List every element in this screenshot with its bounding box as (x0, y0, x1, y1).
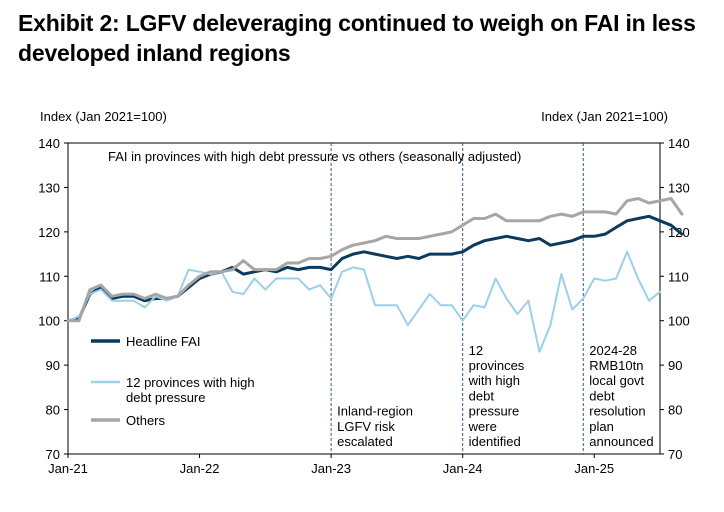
y-tick-label-right: 130 (668, 180, 690, 195)
event-annotation-line: local govt (589, 373, 644, 388)
series-line (66, 197, 684, 323)
event-annotation-line: RMB10tn (589, 358, 643, 373)
legend-label: 12 provinces with high debt pressure (126, 375, 255, 405)
event-annotation-line: provinces (469, 358, 525, 373)
legend-label-line: Others (126, 413, 166, 428)
event-annotation-line: Inland-region (337, 404, 413, 419)
legend-label-line: Headline FAI (126, 334, 200, 349)
event-annotation-line: plan (589, 419, 614, 434)
event-annotation: Inland-region LGFV risk escalated (337, 404, 413, 449)
y-tick-label-right: 140 (668, 136, 690, 151)
event-annotation-line: with high (468, 373, 520, 388)
y-tick-label-right: 80 (668, 403, 682, 418)
series-line (67, 250, 661, 353)
legend-label: Headline FAI (126, 334, 200, 349)
legend-label: Others (126, 413, 166, 428)
event-annotation-line: resolution (589, 404, 645, 419)
event-annotation-line: announced (589, 434, 653, 449)
y-tick-label-left: 70 (46, 447, 60, 462)
exhibit-title-line-2: developed inland regions (18, 40, 291, 66)
chart-legend: Headline FAI 12 provinces with high debt p… (91, 334, 255, 428)
x-tick-label: Jan-21 (48, 461, 88, 476)
event-markers: Inland-region LGFV risk escalated 12 provinc… (330, 143, 654, 454)
chart-subtitle: FAI in provinces with high debt pressure… (108, 149, 521, 164)
plot-frame (67, 142, 661, 455)
event-annotation-line: debt (589, 388, 615, 403)
y-tick-label-right: 90 (668, 358, 682, 373)
left-axis-title: Index (Jan 2021=100) (40, 109, 167, 124)
chart-labels: Index (Jan 2021=100) Index (Jan 2021=100… (40, 109, 668, 164)
y-tick-label-left: 80 (46, 403, 60, 418)
right-axis-title: Index (Jan 2021=100) (541, 109, 668, 124)
y-tick-label-right: 70 (668, 447, 682, 462)
x-tick-label: Jan-24 (443, 461, 483, 476)
event-annotation-line: were (468, 419, 497, 434)
event-annotation: 2024-28 RMB10tn local govt debt resolution pl… (589, 343, 653, 449)
y-tick-label-right: 110 (668, 269, 689, 284)
exhibit-title: Exhibit 2: LGFV deleveraging continued t… (18, 8, 718, 68)
x-tick-label: Jan-25 (574, 461, 614, 476)
y-tick-label-left: 140 (38, 136, 60, 151)
exhibit-title-line-1: Exhibit 2: LGFV deleveraging continued t… (18, 10, 696, 36)
y-tick-label-left: 130 (38, 180, 60, 195)
x-tick-label: Jan-23 (311, 461, 351, 476)
legend-label-line: 12 provinces with high (126, 375, 255, 390)
y-tick-label-left: 90 (46, 358, 60, 373)
event-annotation-line: identified (469, 434, 521, 449)
y-tick-label-right: 100 (668, 314, 690, 329)
chart-series (66, 197, 684, 353)
event-annotation-line: 12 (469, 343, 483, 358)
event-annotation-line: debt (469, 388, 495, 403)
event-annotation-line: LGFV risk (337, 419, 395, 434)
y-tick-label-left: 110 (39, 269, 60, 284)
y-tick-label-left: 120 (38, 225, 60, 240)
x-tick-label: Jan-22 (180, 461, 220, 476)
event-annotation-line: pressure (469, 404, 520, 419)
legend-label-line: debt pressure (126, 390, 206, 405)
event-annotation-line: escalated (337, 434, 393, 449)
y-tick-label-left: 100 (38, 314, 60, 329)
event-annotation: 12 provinces with high debt pressure were iden… (468, 343, 525, 449)
event-annotation-line: 2024-28 (589, 343, 637, 358)
